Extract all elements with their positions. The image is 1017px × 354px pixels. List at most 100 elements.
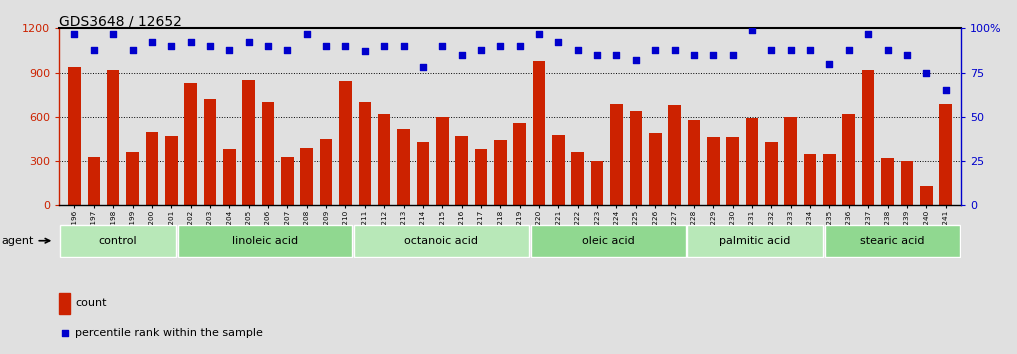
Bar — [223, 149, 236, 205]
Point — [860, 31, 877, 36]
Point — [182, 40, 198, 45]
Bar — [145, 132, 159, 205]
Bar — [687, 120, 701, 205]
Point — [66, 31, 82, 36]
Point — [473, 47, 489, 52]
Bar — [572, 152, 584, 205]
Point — [743, 27, 760, 33]
Text: control: control — [99, 236, 137, 246]
Bar — [398, 129, 410, 205]
Text: octanoic acid: octanoic acid — [405, 236, 478, 246]
Text: percentile rank within the sample: percentile rank within the sample — [75, 327, 263, 338]
Bar — [649, 133, 661, 205]
Point — [338, 43, 354, 49]
Point — [357, 48, 373, 54]
Text: GDS3648 / 12652: GDS3648 / 12652 — [59, 14, 182, 28]
Point — [550, 40, 566, 45]
Point — [124, 47, 140, 52]
Point — [434, 43, 451, 49]
Bar — [784, 117, 797, 205]
Point — [222, 47, 238, 52]
Point — [260, 43, 277, 49]
Bar — [165, 136, 178, 205]
Bar — [765, 142, 778, 205]
Point — [415, 64, 431, 70]
Bar — [494, 141, 506, 205]
Bar — [552, 135, 564, 205]
FancyBboxPatch shape — [825, 225, 960, 257]
Point — [512, 43, 528, 49]
Point — [724, 52, 740, 58]
Bar — [319, 139, 333, 205]
Bar — [668, 105, 680, 205]
Bar — [378, 114, 391, 205]
Bar — [242, 80, 255, 205]
Bar — [842, 114, 855, 205]
Text: oleic acid: oleic acid — [582, 236, 635, 246]
Point — [280, 47, 296, 52]
Point — [763, 47, 779, 52]
Point — [356, 154, 372, 159]
FancyBboxPatch shape — [178, 225, 352, 257]
Point — [899, 52, 915, 58]
Bar — [514, 123, 526, 205]
Point — [163, 43, 179, 49]
Point — [822, 61, 838, 67]
Bar — [59, 293, 70, 314]
Bar — [436, 117, 448, 205]
Bar — [300, 148, 313, 205]
Point — [627, 57, 644, 63]
Point — [841, 47, 857, 52]
Bar — [533, 61, 545, 205]
Point — [589, 52, 605, 58]
Bar — [107, 70, 119, 205]
Bar — [707, 137, 720, 205]
FancyBboxPatch shape — [687, 225, 823, 257]
FancyBboxPatch shape — [354, 225, 529, 257]
Text: agent: agent — [1, 236, 50, 246]
Point — [85, 47, 102, 52]
Point — [782, 47, 798, 52]
Point — [705, 52, 721, 58]
Point — [376, 43, 393, 49]
Point — [570, 47, 586, 52]
Bar — [359, 102, 371, 205]
Bar — [803, 154, 817, 205]
Point — [880, 47, 896, 52]
Point — [299, 31, 315, 36]
Bar — [630, 111, 642, 205]
Point — [918, 70, 935, 75]
Point — [105, 31, 121, 36]
Bar — [610, 104, 622, 205]
Point — [201, 43, 218, 49]
Bar — [184, 83, 197, 205]
Bar — [823, 154, 836, 205]
Bar — [126, 152, 139, 205]
Bar — [281, 156, 294, 205]
Point — [666, 47, 682, 52]
FancyBboxPatch shape — [531, 225, 685, 257]
Bar — [87, 156, 100, 205]
Point — [143, 40, 160, 45]
Bar — [861, 70, 875, 205]
Bar — [726, 137, 739, 205]
Bar — [203, 99, 217, 205]
Text: linoleic acid: linoleic acid — [232, 236, 298, 246]
Point — [685, 52, 702, 58]
Point — [492, 43, 508, 49]
Bar — [475, 149, 487, 205]
Point — [608, 52, 624, 58]
FancyBboxPatch shape — [60, 225, 176, 257]
Point — [241, 40, 257, 45]
Point — [938, 87, 954, 93]
Point — [396, 43, 412, 49]
Text: stearic acid: stearic acid — [860, 236, 924, 246]
Point — [647, 47, 663, 52]
Text: count: count — [75, 298, 107, 308]
Point — [454, 52, 470, 58]
Bar — [261, 102, 275, 205]
Bar — [940, 104, 952, 205]
Point — [802, 47, 819, 52]
Bar — [881, 158, 894, 205]
Point — [318, 43, 335, 49]
